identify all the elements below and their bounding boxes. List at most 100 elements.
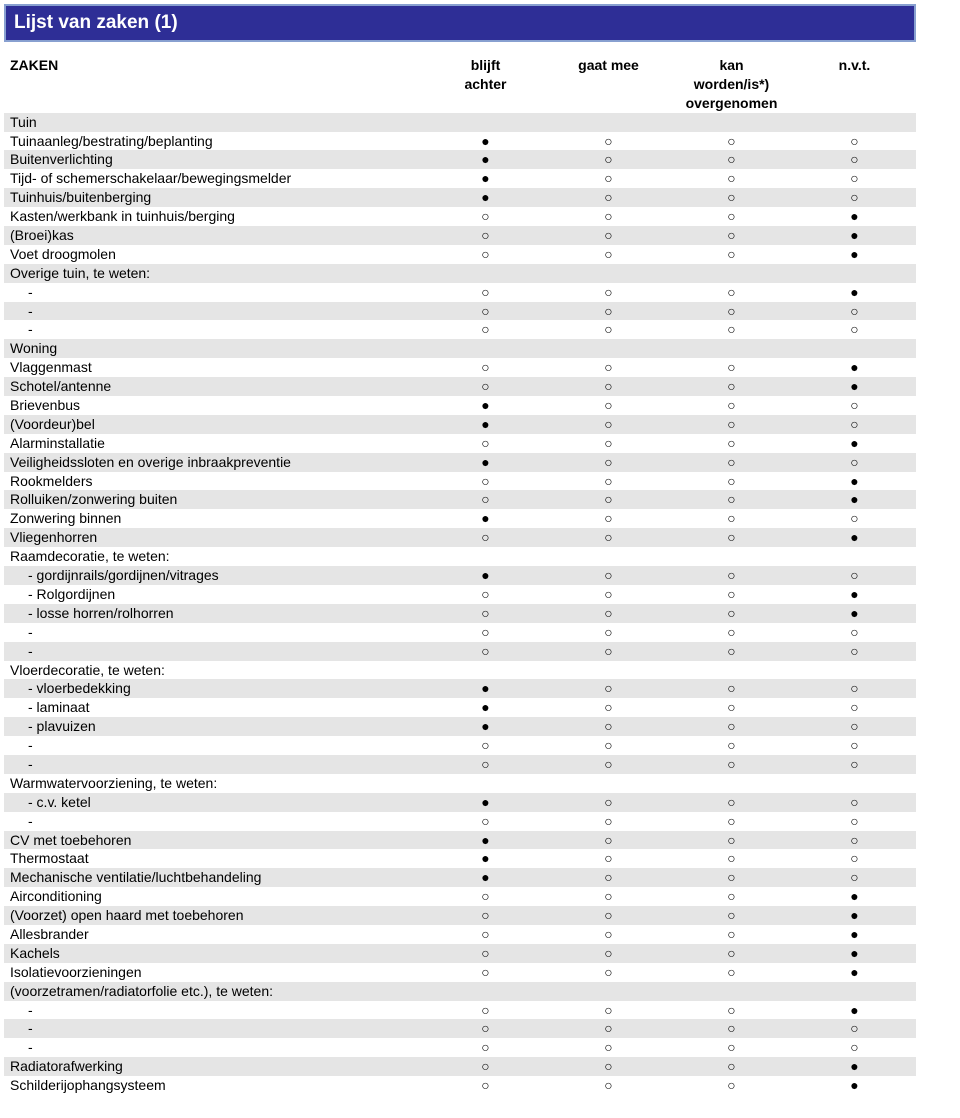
marker-cell: ○ [547,642,670,661]
row-label: Veiligheidssloten en overige inbraakprev… [4,453,424,472]
open-circle-icon: ○ [604,1001,612,1020]
table-row: Buitenverlichting●○○○ [4,150,916,169]
marker-cell: ○ [670,604,793,623]
marker-cell: ○ [793,396,916,415]
open-circle-icon: ○ [481,302,489,321]
marker-cell: ○ [547,906,670,925]
row-label: - [4,623,424,642]
row-label: - [4,642,424,661]
open-circle-icon: ○ [604,1038,612,1057]
open-circle-icon: ○ [727,226,735,245]
marker-cell: ○ [547,226,670,245]
marker-cell: ○ [547,1001,670,1020]
open-circle-icon: ○ [727,736,735,755]
table-row: -○○○○ [4,736,916,755]
open-circle-icon: ○ [850,793,858,812]
row-label: - c.v. ketel [4,793,424,812]
open-circle-icon: ○ [604,755,612,774]
marker-cell: ○ [547,963,670,982]
marker-cell: ○ [424,245,547,264]
marker-cell: ○ [793,453,916,472]
open-circle-icon: ○ [481,320,489,339]
marker-cell: ○ [793,150,916,169]
open-circle-icon: ○ [850,1019,858,1038]
marker-cell: ○ [547,245,670,264]
open-circle-icon: ○ [727,188,735,207]
filled-circle-icon: ● [850,1076,858,1095]
table-row: (voorzetramen/radiatorfolie etc.), te we… [4,982,916,1001]
open-circle-icon: ○ [727,207,735,226]
marker-cell: ○ [547,150,670,169]
marker-cell: ○ [670,207,793,226]
marker-cell: ○ [547,528,670,547]
marker-cell: ○ [670,623,793,642]
open-circle-icon: ○ [727,906,735,925]
marker-cell: ○ [547,132,670,151]
marker-cell: ○ [424,434,547,453]
row-label: - [4,736,424,755]
marker-cell: ○ [670,679,793,698]
open-circle-icon: ○ [727,169,735,188]
filled-circle-icon: ● [850,906,858,925]
marker-cell: ○ [793,736,916,755]
marker-cell: ○ [670,642,793,661]
marker-cell: ○ [424,623,547,642]
open-circle-icon: ○ [481,528,489,547]
table-row: Airconditioning○○○● [4,887,916,906]
marker-cell [424,113,547,132]
marker-cell: ● [793,963,916,982]
marker-cell [793,982,916,1001]
open-circle-icon: ○ [850,509,858,528]
table-row: Schotel/antenne○○○● [4,377,916,396]
open-circle-icon: ○ [727,963,735,982]
open-circle-icon: ○ [481,377,489,396]
marker-cell: ● [793,528,916,547]
open-circle-icon: ○ [727,566,735,585]
filled-circle-icon: ● [850,604,858,623]
marker-cell: ○ [547,566,670,585]
marker-cell: ○ [670,434,793,453]
marker-cell: ○ [424,207,547,226]
marker-cell: ○ [547,623,670,642]
table-row: -○○○○ [4,623,916,642]
marker-cell: ● [424,868,547,887]
row-label: - [4,1001,424,1020]
marker-cell: ○ [793,415,916,434]
row-label: - [4,283,424,302]
marker-cell: ○ [670,320,793,339]
marker-cell: ○ [424,887,547,906]
marker-cell: ○ [670,283,793,302]
row-label: Tijd- of schemerschakelaar/bewegingsmeld… [4,169,424,188]
marker-cell [424,339,547,358]
marker-cell [547,547,670,566]
marker-cell: ○ [670,415,793,434]
marker-cell [793,264,916,283]
open-circle-icon: ○ [481,623,489,642]
row-label: Rolluiken/zonwering buiten [4,490,424,509]
open-circle-icon: ○ [727,925,735,944]
open-circle-icon: ○ [481,472,489,491]
table-row: -○○○● [4,1001,916,1020]
open-circle-icon: ○ [727,717,735,736]
open-circle-icon: ○ [850,868,858,887]
marker-cell: ○ [547,509,670,528]
marker-cell: ○ [793,132,916,151]
open-circle-icon: ○ [604,207,612,226]
table-row: Rolluiken/zonwering buiten○○○● [4,490,916,509]
open-circle-icon: ○ [850,623,858,642]
marker-cell [547,774,670,793]
open-circle-icon: ○ [604,963,612,982]
marker-cell: ○ [670,490,793,509]
open-circle-icon: ○ [604,642,612,661]
marker-cell: ○ [547,793,670,812]
table-row: - laminaat●○○○ [4,698,916,717]
open-circle-icon: ○ [727,1038,735,1057]
open-circle-icon: ○ [481,226,489,245]
open-circle-icon: ○ [604,396,612,415]
row-label: Overige tuin, te weten: [4,264,424,283]
table-row: Tuin [4,113,916,132]
table-row: Radiatorafwerking○○○● [4,1057,916,1076]
open-circle-icon: ○ [481,944,489,963]
open-circle-icon: ○ [481,1019,489,1038]
marker-cell: ● [793,585,916,604]
